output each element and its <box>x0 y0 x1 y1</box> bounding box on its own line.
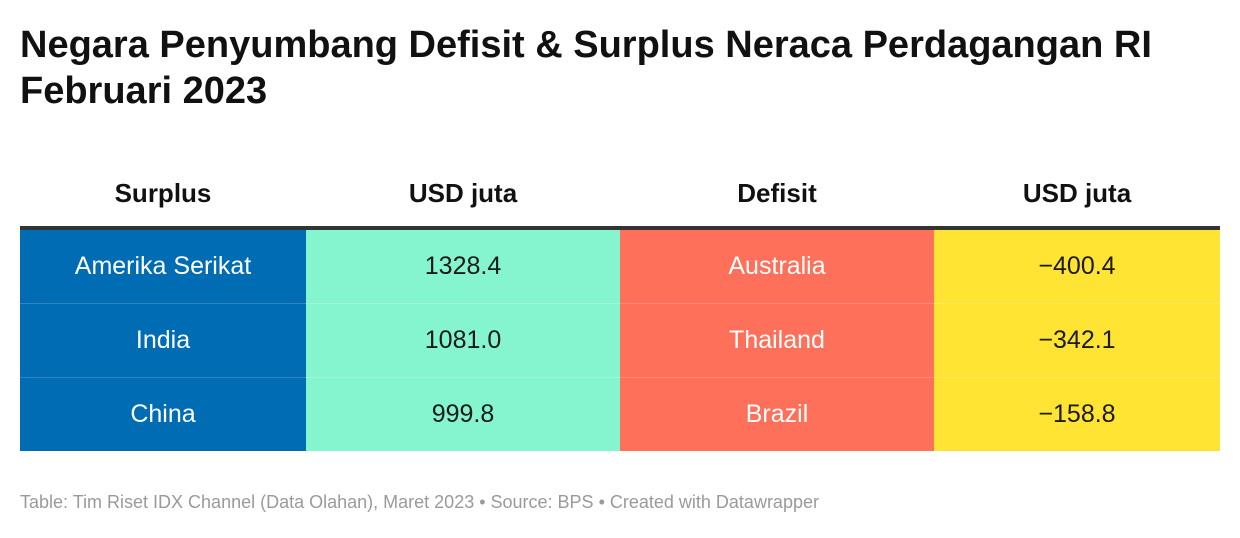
cell-deficit: Brazil <box>620 377 934 451</box>
table-body: Amerika Serikat 1328.4 Australia −400.4 Indi… <box>20 228 1220 451</box>
cell-deficit: Australia <box>620 228 934 304</box>
cell-deficit-value: −342.1 <box>934 303 1220 378</box>
chart-title: Negara Penyumbang Defisit & Surplus Nera… <box>20 24 1152 112</box>
cell-surplus: China <box>20 377 306 451</box>
column-header-deficit-value: USD juta <box>934 160 1220 230</box>
data-table: Surplus USD juta Defisit USD juta Amerika S… <box>20 160 1220 451</box>
table-row: India 1081.0 Thailand −342.1 <box>20 303 1220 378</box>
cell-surplus-value: 999.8 <box>306 377 620 451</box>
table-header: Surplus USD juta Defisit USD juta <box>20 160 1220 230</box>
cell-surplus-value: 1081.0 <box>306 303 620 378</box>
column-header-surplus: Surplus <box>20 160 306 230</box>
cell-deficit-value: −158.8 <box>934 377 1220 451</box>
column-header-surplus-value: USD juta <box>306 160 620 230</box>
header-row: Surplus USD juta Defisit USD juta <box>20 160 1220 230</box>
cell-deficit-value: −400.4 <box>934 228 1220 304</box>
column-header-deficit: Defisit <box>620 160 934 230</box>
cell-surplus-value: 1328.4 <box>306 228 620 304</box>
cell-surplus: India <box>20 303 306 378</box>
cell-surplus: Amerika Serikat <box>20 228 306 304</box>
footer-notes: Table: Tim Riset IDX Channel (Data Olaha… <box>20 492 819 512</box>
cell-deficit: Thailand <box>620 303 934 378</box>
table-row: China 999.8 Brazil −158.8 <box>20 377 1220 451</box>
table-row: Amerika Serikat 1328.4 Australia −400.4 <box>20 228 1220 304</box>
